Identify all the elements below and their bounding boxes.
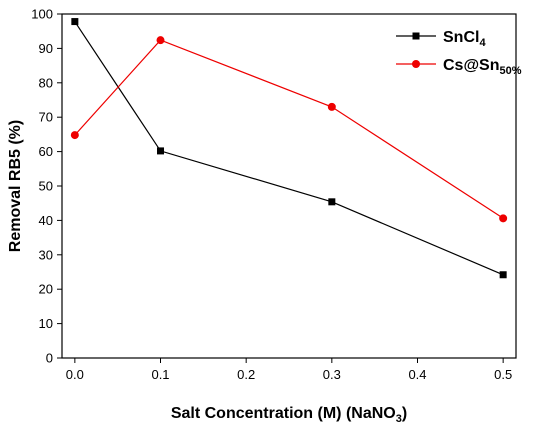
y-tick-label: 10 xyxy=(39,316,53,331)
data-point xyxy=(157,147,165,155)
y-axis-ticks: 0 10 20 30 40 50 60 70 80 90 100 xyxy=(31,7,62,366)
legend-label-sncl4: SnCl4 xyxy=(443,29,486,49)
x-axis-title-sub: 3 xyxy=(396,413,402,425)
y-tick-label: 60 xyxy=(39,144,53,159)
y-tick-label: 100 xyxy=(31,7,53,22)
data-point xyxy=(499,271,507,279)
x-tick-label: 0.0 xyxy=(66,367,84,382)
y-tick-label: 50 xyxy=(39,179,53,194)
y-axis-title: Removal RB5 (%) xyxy=(7,120,24,252)
data-point xyxy=(156,36,165,45)
x-tick-label: 0.1 xyxy=(151,367,169,382)
y-tick-label: 90 xyxy=(39,41,53,56)
legend-label-cs-sn: Cs@Sn50% xyxy=(443,57,522,77)
legend-marker-cs-sn xyxy=(412,60,420,68)
x-axis-title-end: ) xyxy=(402,405,407,422)
data-point xyxy=(70,131,79,140)
x-tick-label: 0.3 xyxy=(323,367,341,382)
legend-marker-sncl4 xyxy=(412,32,420,40)
data-point xyxy=(499,214,508,223)
x-axis-title-main: Salt Concentration (M) (NaNO xyxy=(171,405,396,422)
y-tick-label: 40 xyxy=(39,213,53,228)
x-axis-ticks: 0.0 0.1 0.2 0.3 0.4 0.5 xyxy=(66,358,512,382)
series-layer xyxy=(70,18,508,279)
x-tick-label: 0.4 xyxy=(408,367,426,382)
x-tick-label: 0.5 xyxy=(494,367,512,382)
legend: SnCl4 Cs@Sn50% xyxy=(396,29,522,77)
series-line-1 xyxy=(74,39,504,219)
x-axis-title: Salt Concentration (M) (NaNO3) xyxy=(171,405,407,425)
y-tick-label: 20 xyxy=(39,282,53,297)
data-point xyxy=(71,18,79,26)
y-tick-label: 80 xyxy=(39,75,53,90)
x-tick-label: 0.2 xyxy=(237,367,255,382)
series-line-0 xyxy=(74,21,504,276)
y-tick-label: 70 xyxy=(39,110,53,125)
y-tick-label: 0 xyxy=(46,351,53,366)
y-tick-label: 30 xyxy=(39,247,53,262)
data-point xyxy=(327,102,336,111)
data-point xyxy=(328,198,336,206)
